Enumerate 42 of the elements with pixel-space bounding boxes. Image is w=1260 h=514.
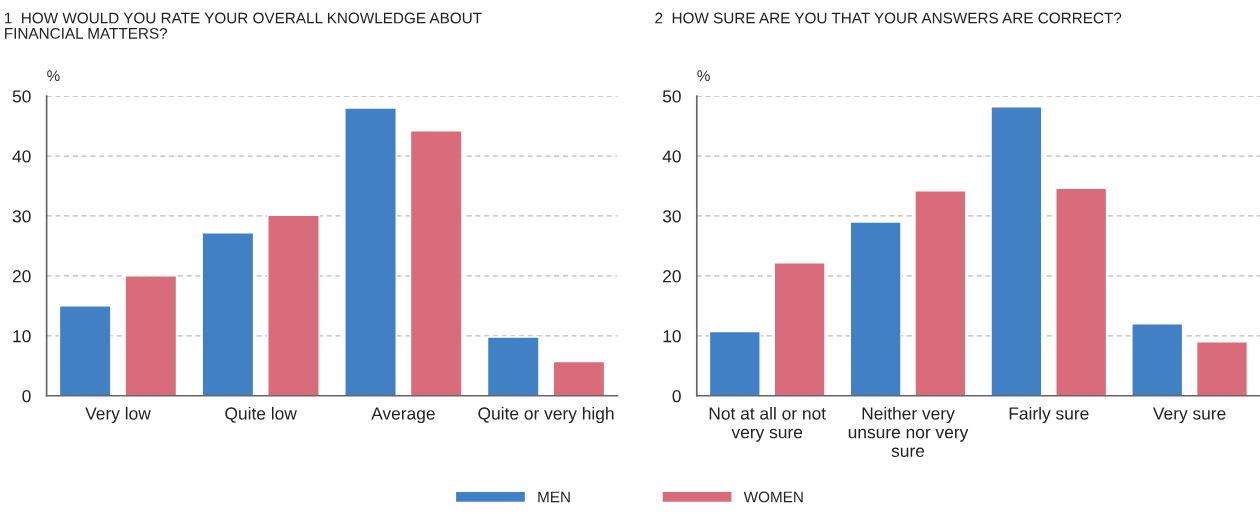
bar — [58, 305, 112, 396]
y-tick-label: 10 — [663, 330, 681, 343]
y-tick-label: 10 — [13, 330, 31, 343]
y-tick-label: 20 — [663, 270, 681, 283]
x-tick-label: Very sure — [1153, 407, 1226, 424]
bar — [990, 106, 1043, 396]
bar — [267, 214, 320, 396]
bar — [773, 262, 826, 396]
bar — [708, 330, 761, 396]
x-tick-label: Quite low — [225, 406, 297, 423]
bar — [1055, 187, 1108, 396]
x-tick-label: Fairly sure — [1009, 406, 1089, 424]
bar — [201, 232, 255, 396]
y-tick-label: 40 — [662, 150, 681, 163]
bar — [1195, 341, 1249, 396]
bar — [124, 275, 178, 396]
y-tick-label: 30 — [662, 210, 681, 223]
y-axis-title: % — [697, 70, 710, 82]
chart-title: 1 HOW WOULD YOU RATE YOUR OVERALL KNOWLEDGE ABOUT FINANCIAL MATTERS? — [4, 12, 482, 39]
bar — [409, 130, 463, 396]
bar — [486, 336, 540, 396]
y-tick-label: 0 — [22, 389, 31, 403]
y-tick-label: 50 — [12, 90, 31, 103]
y-tick-label: 50 — [662, 90, 681, 103]
legend-label: WOMEN — [743, 491, 803, 503]
x-tick-label: Neither very unsure nor very sure — [848, 406, 969, 458]
x-tick-label: Not at all or not very sure — [709, 406, 826, 442]
bar — [344, 107, 397, 396]
chart-title: 2 HOW SURE ARE YOU THAT YOUR ANSWERS ARE CORRECT? — [655, 12, 1122, 24]
bar — [914, 190, 967, 396]
x-tick-label: Average — [371, 407, 435, 424]
y-tick-label: 0 — [672, 389, 681, 403]
bar — [1131, 323, 1184, 396]
y-tick-label: 20 — [12, 270, 31, 283]
x-tick-label: Quite or very high — [478, 406, 614, 424]
legend-label: MEN — [538, 491, 570, 503]
y-tick-label: 30 — [12, 210, 31, 223]
y-tick-label: 40 — [12, 150, 31, 163]
bar — [552, 360, 606, 396]
x-tick-label: Very low — [85, 406, 151, 424]
y-axis-title: % — [47, 70, 60, 82]
bar — [849, 221, 902, 396]
